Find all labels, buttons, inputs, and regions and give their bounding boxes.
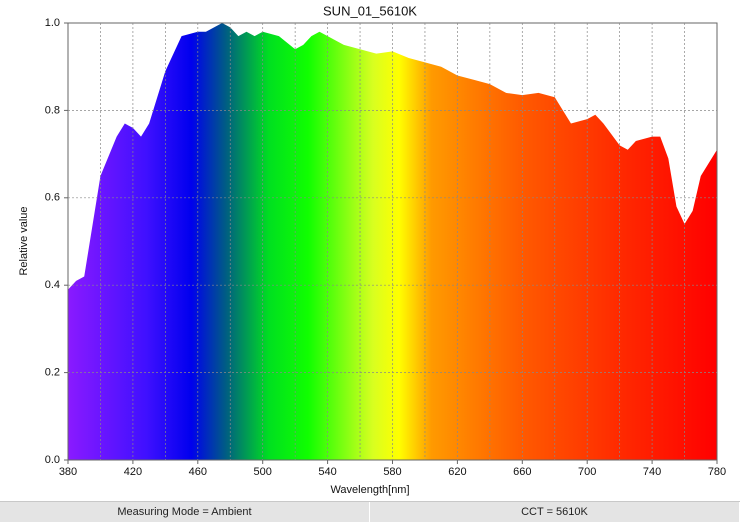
x-tick-label: 660: [513, 466, 531, 478]
y-tick-label: 0.0: [45, 454, 60, 466]
y-tick-label: 0.4: [45, 279, 60, 291]
x-tick-label: 700: [578, 466, 596, 478]
x-tick-label: 380: [59, 466, 77, 478]
x-axis-label: Wavelength[nm]: [330, 484, 409, 496]
x-tick-label: 540: [318, 466, 336, 478]
y-tick-label: 1.0: [45, 17, 60, 29]
chart-title: SUN_01_5610K: [323, 3, 417, 18]
y-tick-label: 0.8: [45, 104, 60, 116]
y-tick-label: 0.6: [45, 192, 60, 204]
status-item: CCT = 5610K: [370, 502, 740, 522]
x-tick-label: 740: [643, 466, 661, 478]
x-tick-label: 780: [708, 466, 726, 478]
x-tick-label: 420: [124, 466, 142, 478]
x-tick-label: 500: [254, 466, 272, 478]
chart: SUN_01_5610K Wavelength[nm] Relative val…: [18, 3, 726, 496]
y-tick-label: 0.2: [45, 367, 60, 379]
x-tick-label: 460: [189, 466, 207, 478]
y-axis-label: Relative value: [18, 206, 30, 275]
x-tick-label: 580: [383, 466, 401, 478]
status-bar: Measuring Mode = Ambient CCT = 5610K: [0, 501, 740, 522]
status-item: Measuring Mode = Ambient: [0, 502, 370, 522]
x-tick-label: 620: [448, 466, 466, 478]
